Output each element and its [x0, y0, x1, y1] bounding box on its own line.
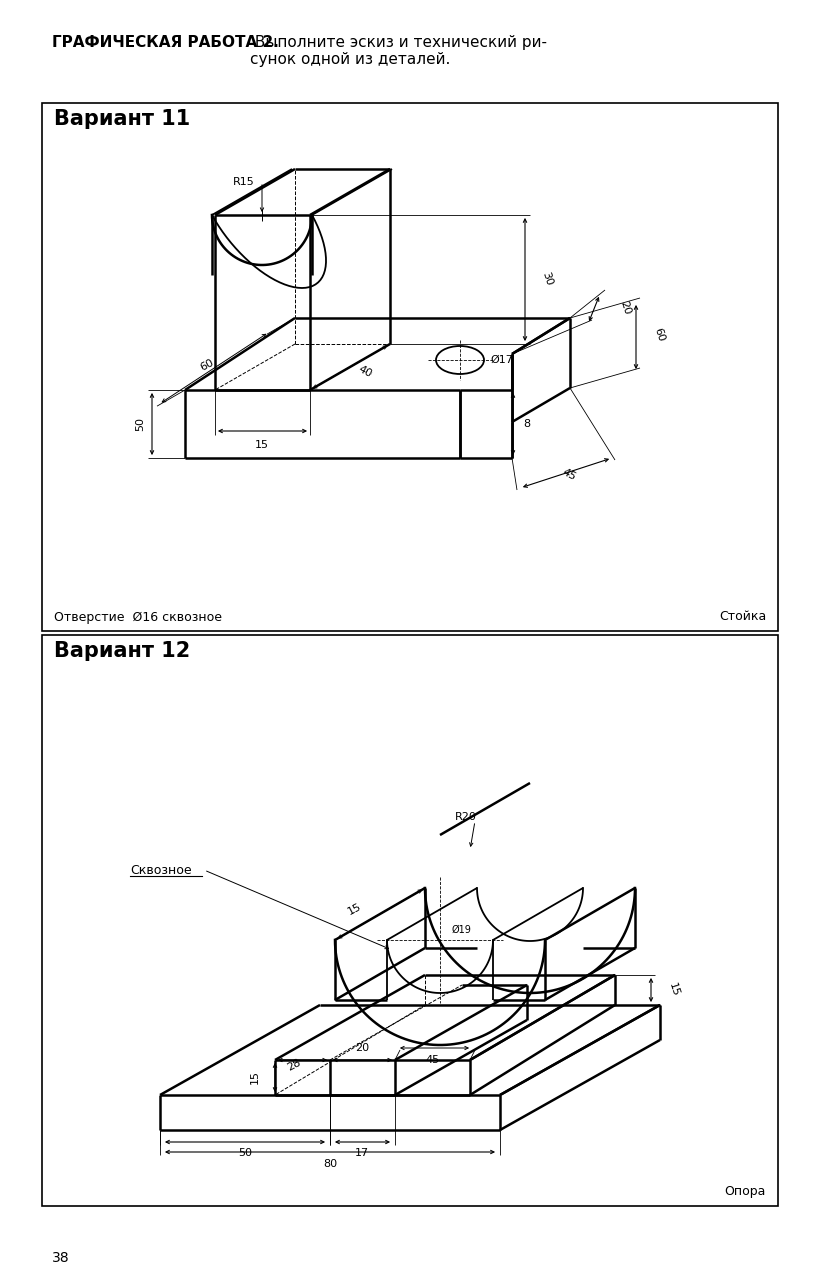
Text: 80: 80 — [323, 1159, 337, 1169]
Text: 50: 50 — [135, 417, 145, 431]
Text: Ø19: Ø19 — [452, 925, 472, 935]
Text: 15: 15 — [347, 901, 363, 916]
Text: R20: R20 — [455, 812, 477, 822]
Text: 8: 8 — [523, 419, 530, 430]
Text: 60: 60 — [198, 357, 215, 372]
Text: Вариант 11: Вариант 11 — [54, 109, 190, 128]
Bar — [42, 103, 778, 630]
Text: 20: 20 — [618, 300, 632, 316]
Text: R15: R15 — [233, 177, 255, 187]
Text: 45: 45 — [425, 1055, 439, 1065]
Text: 15: 15 — [250, 1070, 260, 1084]
Text: 60: 60 — [652, 327, 666, 343]
Text: 20: 20 — [355, 1043, 369, 1052]
Text: Отверстие  Ø16 сквозное: Отверстие Ø16 сквозное — [54, 610, 222, 624]
Text: 30: 30 — [540, 271, 554, 287]
Text: Сквозное: Сквозное — [130, 863, 192, 877]
Text: Опора: Опора — [725, 1186, 766, 1199]
Text: Стойка: Стойка — [719, 610, 766, 624]
Text: 45: 45 — [561, 468, 578, 483]
Text: 17: 17 — [355, 1148, 369, 1158]
Text: 50: 50 — [238, 1148, 252, 1158]
Text: 15: 15 — [667, 981, 681, 998]
Text: 38: 38 — [52, 1251, 69, 1265]
Text: Вариант 12: Вариант 12 — [54, 641, 190, 661]
Text: 40: 40 — [357, 365, 374, 380]
Text: 15: 15 — [255, 440, 269, 450]
Text: ГРАФИЧЕСКАЯ РАБОТА 2.: ГРАФИЧЕСКАЯ РАБОТА 2. — [52, 36, 279, 50]
Bar — [42, 636, 778, 1206]
Text: Ø17: Ø17 — [490, 355, 513, 365]
Text: 28: 28 — [286, 1057, 303, 1073]
Text: Выполните эскиз и технический ри-
сунок одной из деталей.: Выполните эскиз и технический ри- сунок … — [250, 36, 547, 67]
